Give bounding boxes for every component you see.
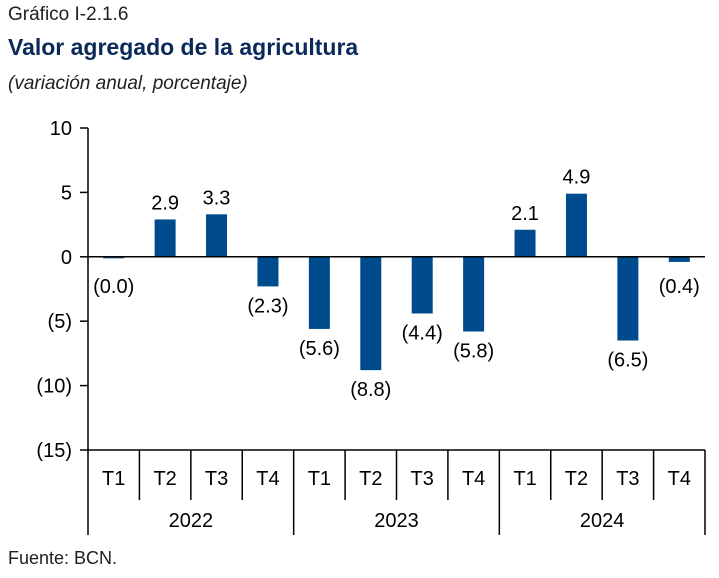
category-label: T1 <box>102 468 125 490</box>
y-tick-label: 0 <box>61 247 72 269</box>
bar-chart: 10 5 0 (5) (10) (15) (0.0) 2.9 3.3 (2.3) (5.6) (8.… <box>36 118 706 535</box>
bar <box>411 256 433 314</box>
data-label: (0.4) <box>659 276 700 298</box>
category-label: T2 <box>153 468 176 490</box>
bar <box>565 193 587 257</box>
data-label: (6.5) <box>607 350 648 372</box>
data-labels: (0.0) 2.9 3.3 (2.3) (5.6) (8.8) (4.4) (5.8) 2.1 4… <box>93 167 700 401</box>
data-label: 4.9 <box>563 167 591 189</box>
bar <box>308 256 330 329</box>
chart-number: Gráfico I-2.1.6 <box>8 4 129 25</box>
bar <box>206 214 228 257</box>
category-label: T2 <box>359 468 382 490</box>
data-label: 2.1 <box>511 203 539 225</box>
chart-title: Valor agregado de la agricultura <box>8 34 359 60</box>
y-tick-label: 10 <box>50 118 72 140</box>
data-label: (2.3) <box>247 295 288 317</box>
bar <box>257 256 279 287</box>
y-tick-label: (5) <box>48 311 72 333</box>
data-label: (4.4) <box>402 322 443 344</box>
data-label: (8.8) <box>350 379 391 401</box>
chart-subtitle: (variación anual, porcentaje) <box>8 73 248 94</box>
bar <box>360 256 382 371</box>
data-label: 3.3 <box>203 187 231 209</box>
y-tick-label: (10) <box>36 376 72 398</box>
category-label: T3 <box>205 468 228 490</box>
bar <box>617 256 639 341</box>
data-label: (0.0) <box>93 276 134 298</box>
category-label: T1 <box>513 468 536 490</box>
y-axis: 10 5 0 (5) (10) (15) <box>36 118 89 535</box>
data-label: 2.9 <box>151 192 179 214</box>
x-axis: T1 T2 T3 T4 T1 T2 T3 T4 T1 T2 T3 T4 2022 2023 2024 <box>88 256 706 535</box>
category-label: T1 <box>308 468 331 490</box>
data-label: (5.8) <box>453 341 494 363</box>
year-label: 2023 <box>374 510 419 532</box>
y-tick-label: (15) <box>36 440 72 462</box>
y-tick-label: 5 <box>61 182 72 204</box>
category-label: T4 <box>256 468 279 490</box>
bars <box>103 193 690 371</box>
data-label: (5.6) <box>299 338 340 360</box>
bar <box>514 229 536 257</box>
year-label: 2024 <box>580 510 625 532</box>
bar <box>668 256 690 262</box>
year-label: 2022 <box>169 510 214 532</box>
category-label: T3 <box>411 468 434 490</box>
category-label: T3 <box>616 468 639 490</box>
category-label: T2 <box>565 468 588 490</box>
category-label: T4 <box>668 468 691 490</box>
source-note: Fuente: BCN. <box>8 548 118 568</box>
bar <box>463 256 485 332</box>
bar <box>154 219 176 257</box>
category-label: T4 <box>462 468 485 490</box>
